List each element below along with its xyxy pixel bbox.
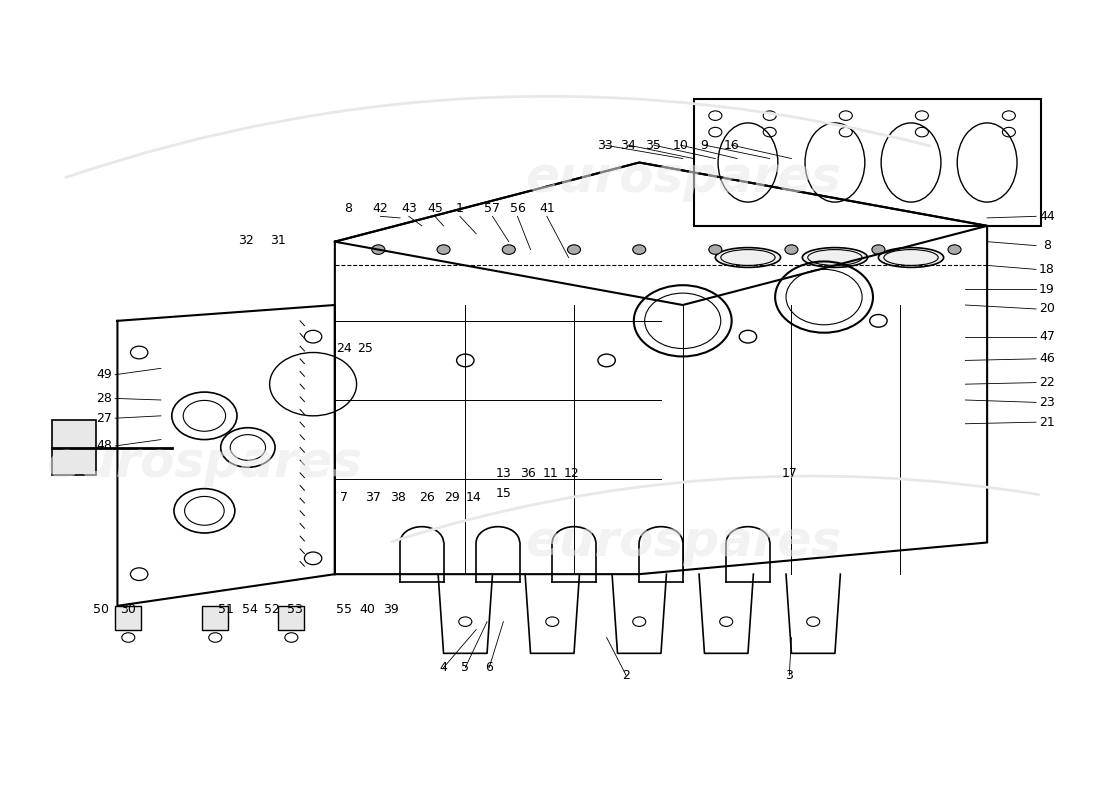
Text: 42: 42 [373, 202, 388, 215]
Text: 30: 30 [120, 603, 136, 616]
Text: 8: 8 [1043, 239, 1050, 252]
Bar [202, 606, 229, 630]
Text: 50: 50 [94, 603, 109, 616]
Text: 53: 53 [287, 603, 303, 616]
Text: 37: 37 [365, 491, 381, 504]
Text: 22: 22 [1040, 376, 1055, 389]
Text: 2: 2 [623, 669, 630, 682]
Text: 14: 14 [466, 491, 482, 504]
Text: 12: 12 [564, 467, 580, 480]
Text: 16: 16 [724, 138, 739, 151]
Text: 5: 5 [461, 661, 470, 674]
Ellipse shape [715, 248, 781, 267]
Text: 10: 10 [672, 138, 689, 151]
Bar [116, 606, 141, 630]
Text: 27: 27 [97, 412, 112, 425]
Circle shape [708, 245, 722, 254]
Text: 4: 4 [440, 661, 448, 674]
Text: 43: 43 [400, 202, 417, 215]
Circle shape [503, 245, 515, 254]
Text: 48: 48 [97, 439, 112, 453]
Text: 31: 31 [271, 234, 286, 246]
Text: 33: 33 [596, 138, 613, 151]
Text: 1: 1 [455, 202, 464, 215]
Text: 44: 44 [1040, 210, 1055, 223]
Text: 39: 39 [384, 603, 399, 616]
Text: eurospares: eurospares [525, 154, 840, 202]
Text: 8: 8 [344, 202, 352, 215]
Circle shape [632, 245, 646, 254]
Text: 32: 32 [238, 234, 254, 246]
Text: 11: 11 [542, 467, 558, 480]
Text: 38: 38 [390, 491, 406, 504]
Text: 45: 45 [427, 202, 443, 215]
Text: eurospares: eurospares [46, 439, 362, 487]
Text: 29: 29 [444, 491, 460, 504]
Text: eurospares: eurospares [525, 518, 840, 566]
Text: 36: 36 [520, 467, 536, 480]
Text: 49: 49 [97, 368, 112, 381]
Ellipse shape [879, 248, 944, 267]
Text: 20: 20 [1040, 302, 1055, 315]
Text: 17: 17 [781, 467, 798, 480]
Bar [694, 99, 1042, 226]
Text: 51: 51 [218, 603, 234, 616]
Text: 15: 15 [495, 487, 512, 500]
Text: 55: 55 [336, 603, 352, 616]
Text: 40: 40 [360, 603, 375, 616]
Text: 25: 25 [358, 342, 373, 355]
Text: 57: 57 [484, 202, 500, 215]
Text: 3: 3 [785, 669, 793, 682]
Text: 9: 9 [701, 138, 708, 151]
Bar [52, 420, 96, 475]
Ellipse shape [802, 248, 868, 267]
Circle shape [872, 245, 884, 254]
Text: 41: 41 [539, 202, 554, 215]
Text: 26: 26 [419, 491, 436, 504]
Bar [278, 606, 305, 630]
Text: 21: 21 [1040, 416, 1055, 429]
Circle shape [568, 245, 581, 254]
Text: 23: 23 [1040, 396, 1055, 409]
Text: 46: 46 [1040, 352, 1055, 366]
Text: 13: 13 [495, 467, 512, 480]
Circle shape [437, 245, 450, 254]
Text: 24: 24 [336, 342, 351, 355]
Text: 6: 6 [485, 661, 493, 674]
Text: 28: 28 [97, 392, 112, 405]
Text: 18: 18 [1040, 263, 1055, 276]
Text: 7: 7 [340, 491, 348, 504]
Circle shape [785, 245, 798, 254]
Text: 47: 47 [1040, 330, 1055, 343]
Text: 19: 19 [1040, 282, 1055, 296]
Text: 54: 54 [242, 603, 258, 616]
Text: 52: 52 [264, 603, 279, 616]
Text: 56: 56 [509, 202, 526, 215]
Text: 34: 34 [620, 138, 636, 151]
Circle shape [948, 245, 961, 254]
Circle shape [372, 245, 385, 254]
Text: 35: 35 [646, 138, 661, 151]
